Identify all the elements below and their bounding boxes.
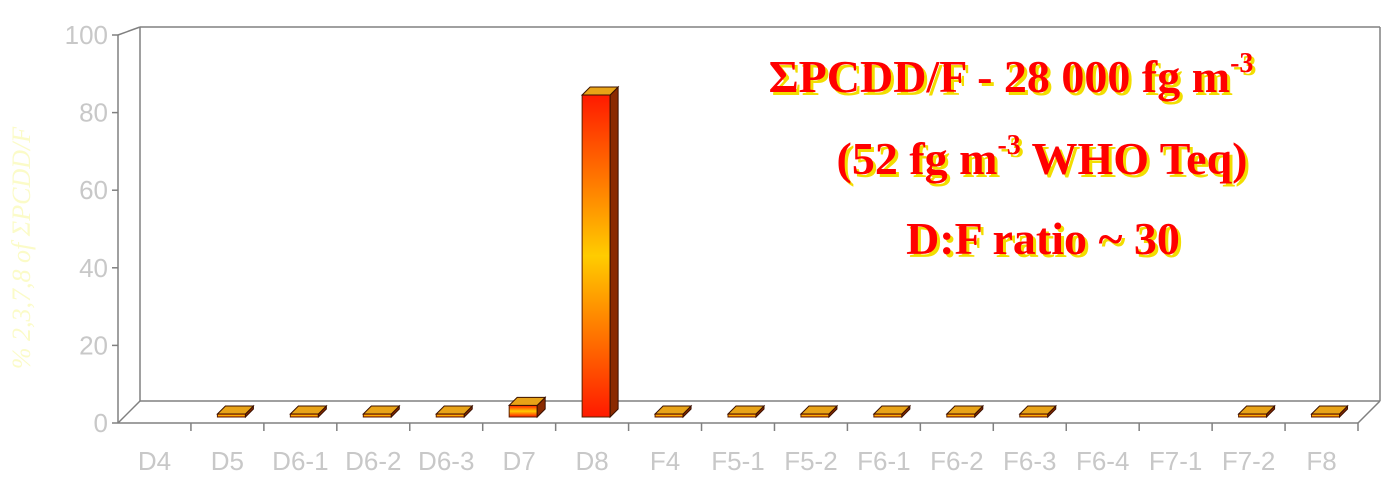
bar [945, 404, 985, 419]
y-axis-top-edge [117, 26, 141, 36]
x-tick-label: F8 [1306, 446, 1336, 476]
bar [216, 404, 255, 419]
x-tick-label: F5-1 [711, 446, 764, 476]
x-tick-label: F6-1 [857, 446, 910, 476]
bar-top-face [435, 405, 474, 415]
bar-front-face [508, 404, 538, 418]
bar [726, 404, 766, 419]
x-tick-label: F6-3 [1003, 446, 1056, 476]
x-tick-label: D6-1 [272, 446, 328, 476]
annotation-line-1-shadow: ΣPCDD/F - 28 000 fg m-3 [772, 51, 1257, 105]
bar-top-face [216, 405, 255, 415]
bar [580, 85, 620, 419]
bar [872, 404, 912, 419]
bar-front-face [581, 94, 611, 418]
annotation-line-3: D:F ratio ~ 30 [906, 213, 1180, 264]
x-tick-label: F4 [650, 446, 680, 476]
x-tick-label: D4 [138, 446, 171, 476]
bar [799, 404, 839, 419]
bar [1018, 404, 1057, 419]
bar-top-face [726, 405, 766, 415]
x-tick-label: F7-2 [1222, 446, 1275, 476]
bar-top-face [799, 405, 839, 415]
bar-top-face [1310, 405, 1349, 415]
y-axis-ticks: 0 20 40 60 80 100 [65, 20, 118, 438]
bar-top-face [1237, 405, 1276, 415]
y-tick-label: 80 [79, 98, 108, 128]
y-tick-label: 0 [94, 408, 108, 438]
bar-top-face [580, 86, 620, 96]
x-tick-label: D7 [503, 446, 536, 476]
bar-top-face [507, 396, 547, 406]
x-tick-label: D6-3 [418, 446, 474, 476]
annotation-line-2: (52 fg m-3 WHO Teq) [837, 130, 1248, 184]
bar [1237, 404, 1276, 419]
bar-top-face [872, 405, 912, 415]
bar [289, 404, 328, 419]
x-tick-label: D6-2 [345, 446, 401, 476]
annotation: ΣPCDD/F - 28 000 fg m-3 ΣPCDD/F - 28 000… [769, 48, 1257, 267]
bar-top-face [362, 405, 401, 415]
bar-top-face [1018, 405, 1057, 415]
bar-series [216, 85, 1349, 419]
bar [435, 404, 474, 419]
annotation-line-1: ΣPCDD/F - 28 000 fg m-3 [769, 48, 1254, 102]
x-tick-label: F5-2 [784, 446, 837, 476]
x-axis-ticks: D4 D5 D6-1 D6-2 D6-3 D7 D8 F4 F5-1 F5-2 F6-1 F6-2 F6… [138, 423, 1359, 476]
x-tick-label: F7-1 [1149, 446, 1202, 476]
annotation-line-2-shadow: (52 fg m-3 WHO Teq) [840, 133, 1251, 187]
floor-right-edge [1357, 400, 1381, 424]
y-tick-label: 40 [79, 253, 108, 283]
bar-top-face [289, 405, 328, 415]
bar [1310, 404, 1349, 419]
y-axis-label: % 2,3,7,8 of ΣPCDD/F [7, 126, 36, 369]
y-tick-label: 60 [79, 175, 108, 205]
bar [653, 404, 693, 419]
y-tick-label: 100 [65, 20, 108, 50]
bar-top-face [653, 405, 693, 415]
bar-side-face [609, 85, 619, 419]
x-tick-label: D5 [211, 446, 244, 476]
bar-top-face [945, 405, 985, 415]
y-tick-label: 20 [79, 330, 108, 360]
annotation-line-3-shadow: D:F ratio ~ 30 [909, 216, 1183, 267]
x-tick-label: F6-4 [1076, 446, 1129, 476]
x-tick-label: F6-2 [930, 446, 983, 476]
bar [507, 396, 547, 419]
chart-axes [117, 26, 1381, 424]
bar [362, 404, 401, 419]
x-tick-label: D8 [575, 446, 608, 476]
floor-left-edge [117, 400, 141, 424]
